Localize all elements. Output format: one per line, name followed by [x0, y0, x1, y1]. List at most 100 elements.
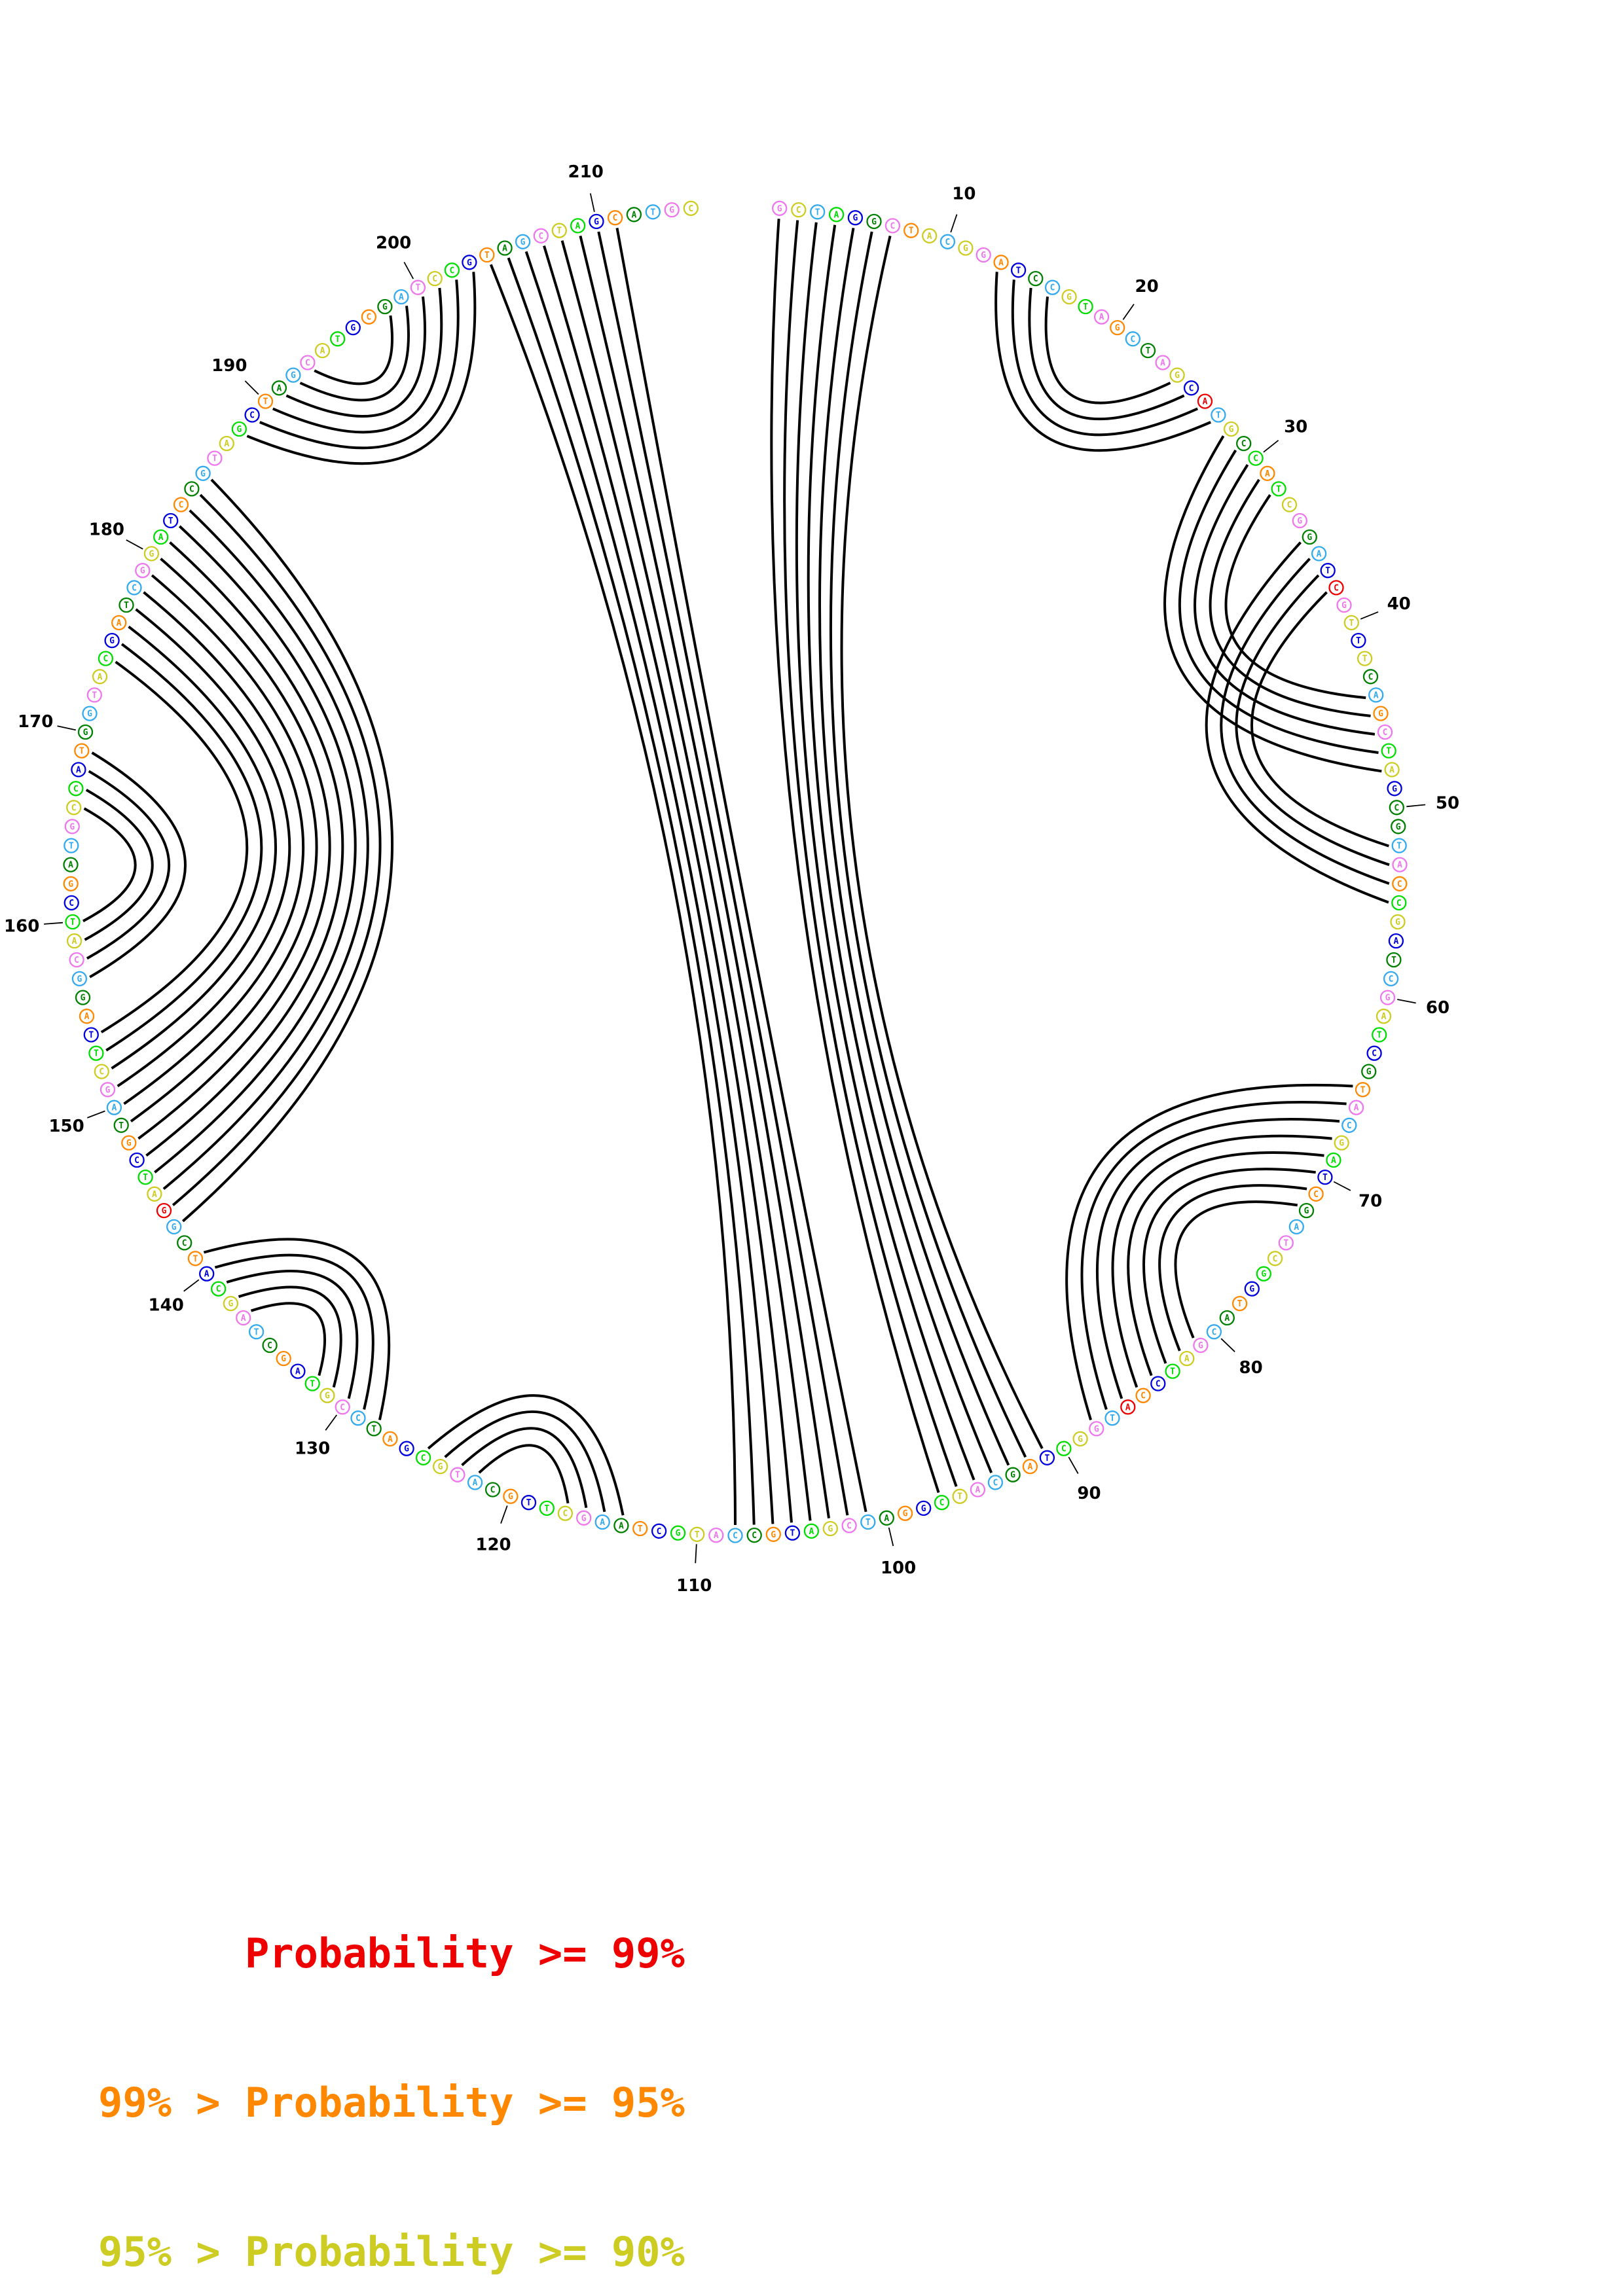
- nucleotide-letter: G: [921, 1504, 926, 1514]
- nucleotide-letter: G: [236, 425, 242, 435]
- nucleotide-circle: [432, 1458, 448, 1475]
- nucleotide-letter: C: [1313, 1190, 1319, 1200]
- basepair-arc: [1220, 558, 1390, 885]
- nucleotide-circle: [1223, 421, 1239, 437]
- nucleotide-circle: [1089, 1421, 1104, 1437]
- basepair-arc: [597, 231, 849, 1516]
- nucleotide-circle: [211, 1281, 227, 1297]
- nucleotide-letter: G: [105, 1085, 111, 1095]
- nucleotide-letter: G: [87, 709, 92, 719]
- nucleotide-circle: [1110, 319, 1125, 336]
- nucleotide-letter: C: [613, 213, 618, 223]
- basepair-arc: [1080, 1101, 1347, 1410]
- nucleotide-circle: [271, 380, 287, 396]
- basepair-arc: [1142, 1168, 1316, 1364]
- nucleotide-circle: [1391, 819, 1406, 834]
- nucleotide-circle: [126, 580, 142, 596]
- basepair-arc: [1158, 1184, 1307, 1352]
- nucleotide-circle: [1236, 435, 1252, 452]
- nucleotide-circle: [1288, 1219, 1304, 1235]
- nucleotide-circle: [922, 228, 938, 243]
- nucleotide-letter: T: [263, 397, 268, 407]
- nucleotide-letter: C: [752, 1531, 757, 1541]
- nucleotide-letter: G: [382, 302, 388, 312]
- nucleotide-circle: [219, 435, 234, 452]
- nucleotide-letter: T: [88, 1031, 94, 1041]
- nucleotide-letter: A: [152, 1190, 157, 1200]
- basepair-arc: [105, 643, 263, 1052]
- nucleotide-letter: T: [815, 207, 820, 217]
- nucleotide-circle: [1056, 1441, 1072, 1456]
- nucleotide-circle: [223, 1295, 239, 1312]
- nucleotide-circle: [689, 1526, 705, 1542]
- nucleotide-letter: A: [1393, 937, 1398, 946]
- nucleotide-letter: C: [688, 204, 693, 214]
- nucleotide-circle: [377, 298, 393, 315]
- position-label: 170: [18, 712, 53, 732]
- nucleotide-circle: [613, 1518, 629, 1534]
- nucleotide-circle: [143, 546, 160, 562]
- nucleotide-letter: T: [484, 251, 490, 260]
- nucleotide-circle: [484, 1482, 501, 1498]
- nucleotide-letter: T: [92, 691, 97, 700]
- nucleotide-circle: [1093, 309, 1110, 325]
- nucleotide-circle: [841, 1518, 857, 1534]
- nucleotide-letter: G: [871, 217, 877, 227]
- nucleotide-letter: C: [340, 1403, 345, 1412]
- nucleotide-letter: C: [538, 232, 543, 242]
- position-tick: [589, 193, 595, 212]
- nucleotide-circle: [557, 1505, 574, 1521]
- nucleotide-circle: [520, 1495, 537, 1511]
- basepair-arc: [807, 224, 993, 1473]
- nucleotide-letter: G: [963, 244, 968, 254]
- nucleotide-letter: T: [1356, 636, 1361, 646]
- position-tick: [126, 539, 143, 550]
- nucleotide-circle: [1387, 781, 1402, 797]
- nucleotide-letter: G: [1304, 1206, 1309, 1216]
- nucleotide-circle: [589, 213, 604, 230]
- basepair-arc: [89, 751, 187, 978]
- position-tick: [1360, 611, 1379, 620]
- nucleotide-letter: T: [310, 1380, 315, 1390]
- nucleotide-circle: [69, 952, 84, 968]
- nucleotide-circle: [83, 1027, 99, 1043]
- nucleotide-letter: G: [594, 217, 599, 227]
- nucleotide-letter: G: [676, 1529, 681, 1539]
- basepair-arc: [100, 660, 249, 1033]
- nucleotide-circle: [71, 762, 86, 778]
- nucleotide-circle: [1392, 857, 1408, 872]
- nucleotide-circle: [1155, 355, 1171, 370]
- nucleotide-letter: T: [192, 1254, 198, 1264]
- nucleotide-letter: A: [575, 221, 581, 231]
- nucleotide-letter: G: [1392, 784, 1397, 794]
- nucleotide-circle: [1384, 762, 1400, 778]
- nucleotide-circle: [1381, 743, 1396, 759]
- nucleotide-letter: T: [1237, 1299, 1243, 1309]
- nucleotide-letter: C: [432, 274, 437, 284]
- nucleotide-letter: T: [1276, 484, 1281, 494]
- nucleotide-circle: [879, 1510, 894, 1526]
- nucleotide-circle: [1169, 367, 1185, 383]
- nucleotide-letter: A: [927, 232, 932, 242]
- nucleotide-circle: [551, 223, 567, 238]
- nucleotide-letter: A: [72, 937, 77, 946]
- position-label: 60: [1426, 998, 1450, 1018]
- basepair-arc: [285, 296, 427, 418]
- nucleotide-circle: [576, 1510, 592, 1526]
- nucleotide-letter: A: [1294, 1223, 1299, 1232]
- nucleotide-letter: A: [224, 439, 229, 449]
- nucleotide-letter: T: [1170, 1367, 1175, 1377]
- nucleotide-letter: A: [619, 1521, 624, 1531]
- nucleotide-circle: [231, 421, 247, 437]
- position-tick: [500, 1505, 508, 1524]
- legend-item-label: Probability >= 99%: [98, 1929, 685, 1977]
- nucleotide-circle: [64, 838, 79, 853]
- nucleotide-letter: C: [1273, 1254, 1278, 1264]
- nucleotide-letter: G: [508, 1492, 513, 1502]
- nucleotide-letter: A: [241, 1314, 246, 1323]
- nucleotide-letter: A: [84, 1012, 90, 1022]
- position-tick: [888, 1527, 894, 1547]
- nucleotide-letter: G: [291, 371, 296, 381]
- position-tick: [44, 922, 64, 925]
- basepair-arc: [1127, 1151, 1324, 1376]
